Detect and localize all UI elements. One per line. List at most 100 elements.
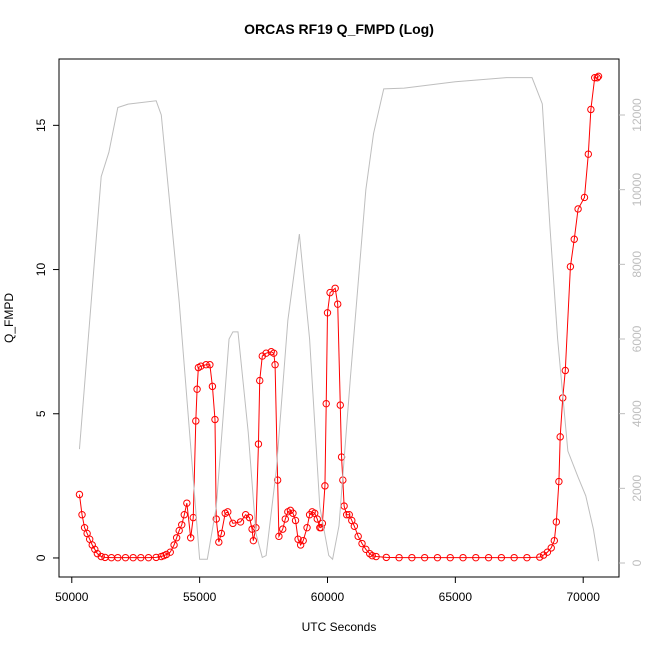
point bbox=[152, 553, 160, 562]
point bbox=[208, 382, 217, 391]
point bbox=[580, 193, 589, 202]
point bbox=[291, 516, 300, 525]
point bbox=[206, 361, 214, 369]
x-tick-label: 70000 bbox=[567, 590, 601, 604]
point bbox=[279, 525, 287, 533]
point bbox=[408, 553, 416, 562]
point bbox=[217, 529, 226, 538]
point bbox=[114, 553, 122, 562]
point bbox=[321, 482, 329, 490]
point bbox=[536, 553, 544, 561]
point bbox=[289, 509, 297, 517]
point bbox=[144, 553, 153, 562]
point bbox=[121, 553, 130, 562]
point bbox=[317, 523, 325, 532]
point bbox=[275, 532, 283, 541]
point bbox=[420, 553, 429, 562]
point bbox=[587, 105, 595, 114]
point bbox=[166, 548, 174, 556]
point bbox=[322, 399, 330, 408]
point bbox=[262, 349, 270, 357]
point bbox=[256, 376, 264, 385]
point bbox=[331, 284, 339, 292]
y-axis-title: Q_FMPD bbox=[2, 293, 16, 343]
point bbox=[555, 477, 563, 486]
y-tick-label: 5 bbox=[34, 410, 48, 417]
point bbox=[211, 415, 219, 424]
point bbox=[591, 74, 599, 82]
y2-tick-label: 2000 bbox=[630, 475, 644, 502]
point bbox=[593, 74, 601, 82]
point bbox=[197, 362, 205, 370]
point bbox=[543, 548, 552, 556]
point bbox=[368, 551, 376, 560]
point bbox=[584, 150, 593, 158]
y2-tick-label: 4000 bbox=[630, 400, 644, 427]
point bbox=[224, 508, 232, 516]
point bbox=[497, 553, 506, 562]
x-tick-label: 50000 bbox=[55, 590, 89, 604]
point bbox=[556, 433, 564, 441]
point bbox=[334, 300, 342, 308]
point bbox=[362, 545, 370, 554]
point bbox=[180, 511, 188, 519]
point bbox=[162, 550, 171, 559]
point bbox=[236, 518, 245, 526]
point bbox=[178, 521, 186, 529]
point bbox=[382, 553, 391, 562]
y-tick-label: 10 bbox=[34, 263, 48, 277]
point bbox=[281, 515, 290, 523]
point bbox=[350, 522, 359, 530]
point bbox=[570, 235, 578, 243]
point bbox=[299, 536, 307, 545]
point bbox=[192, 417, 200, 425]
point bbox=[78, 511, 86, 519]
point bbox=[273, 476, 282, 484]
point bbox=[358, 539, 366, 548]
y2-tick-label: 6000 bbox=[630, 325, 644, 352]
point bbox=[212, 515, 220, 523]
point bbox=[172, 534, 181, 542]
y2-tick-label: 0 bbox=[630, 559, 644, 566]
point bbox=[372, 552, 380, 561]
point bbox=[129, 553, 137, 562]
x-tick-label: 55000 bbox=[183, 590, 217, 604]
point bbox=[75, 490, 84, 499]
series-line bbox=[78, 75, 599, 559]
point bbox=[245, 513, 254, 522]
y-tick-label: 15 bbox=[34, 118, 48, 132]
point bbox=[550, 536, 559, 545]
point bbox=[137, 553, 145, 562]
point bbox=[574, 205, 582, 213]
point bbox=[342, 511, 351, 519]
point bbox=[547, 544, 555, 552]
point bbox=[552, 518, 561, 526]
point bbox=[446, 553, 454, 562]
point bbox=[271, 361, 279, 369]
point bbox=[215, 538, 223, 546]
point bbox=[433, 553, 442, 562]
y2-tick-label: 8000 bbox=[630, 251, 644, 278]
point bbox=[326, 288, 334, 297]
point bbox=[336, 401, 344, 409]
x-axis-title: UTC Seconds bbox=[302, 620, 377, 634]
point bbox=[303, 523, 311, 532]
x-tick-label: 65000 bbox=[439, 590, 473, 604]
point bbox=[472, 553, 480, 562]
series-line bbox=[78, 77, 600, 562]
y2-tick-label: 10000 bbox=[630, 173, 644, 207]
point bbox=[254, 440, 263, 448]
chart-title: ORCAS RF19 Q_FMPD (Log) bbox=[244, 21, 434, 37]
point bbox=[510, 553, 518, 562]
point bbox=[97, 552, 105, 561]
point bbox=[249, 536, 258, 545]
point bbox=[270, 349, 278, 357]
point bbox=[594, 72, 603, 81]
point bbox=[459, 553, 467, 562]
point bbox=[186, 534, 195, 542]
x-tick-label: 60000 bbox=[311, 590, 345, 604]
point bbox=[183, 499, 191, 507]
